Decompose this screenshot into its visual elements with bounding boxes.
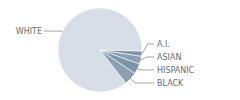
- pie-slice: [100, 50, 135, 83]
- slice-label: BLACK: [157, 79, 184, 88]
- leader-line: [142, 44, 154, 54]
- slice-label: HISPANIC: [157, 66, 195, 75]
- leader-line: [131, 79, 154, 83]
- labels: WHITE A.I. ASIAN HISPANIC BLACK: [16, 27, 195, 88]
- leader-line: [137, 69, 154, 70]
- pie-slice: [58, 8, 142, 92]
- chart: WHITE A.I. ASIAN HISPANIC BLACK: [0, 0, 240, 100]
- slice-label: A.I.: [157, 40, 170, 49]
- slice-label: ASIAN: [157, 53, 181, 62]
- slice-label: WHITE: [16, 27, 42, 36]
- leader-line: [141, 57, 154, 60]
- leader-line: [44, 31, 63, 32]
- pie: [58, 8, 142, 92]
